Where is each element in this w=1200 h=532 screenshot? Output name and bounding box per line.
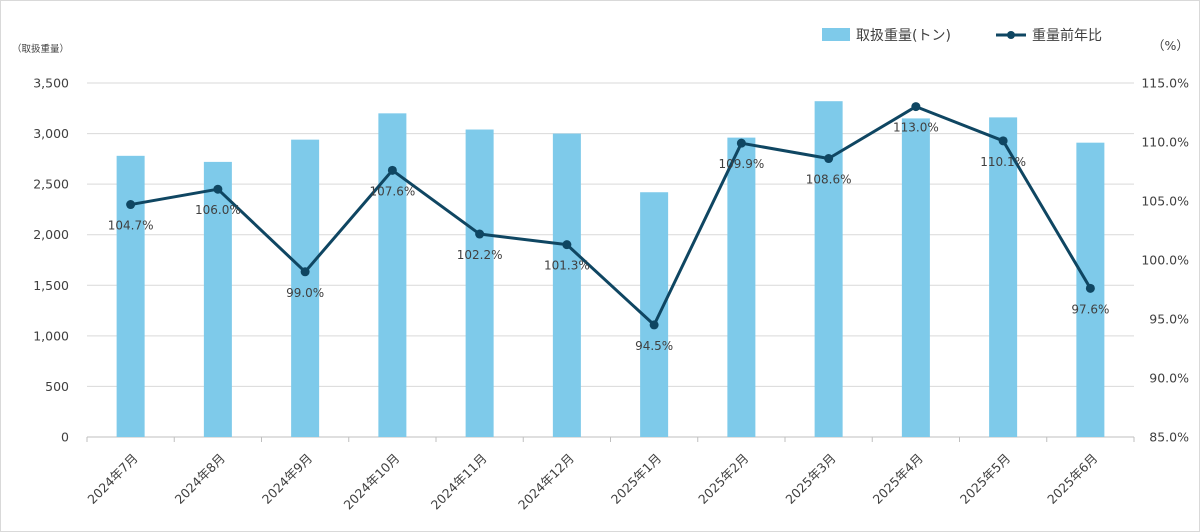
right-axis-unit: （%）: [1152, 38, 1189, 53]
line-marker: [911, 102, 921, 112]
x-tick-label: 2025年5月: [957, 451, 1013, 507]
line-marker: [126, 200, 136, 210]
line-marker: [475, 229, 485, 239]
left-tick-label: 3,500: [33, 76, 69, 91]
data-label: 104.7%: [108, 219, 154, 233]
bar: [203, 161, 232, 438]
x-tick-label: 2024年12月: [515, 451, 577, 513]
data-label: 107.6%: [369, 184, 415, 198]
left-tick-label: 2,500: [33, 177, 69, 192]
right-tick-label: 100.0%: [1141, 253, 1189, 268]
legend-bar-label: 取扱重量(トン): [856, 28, 951, 44]
x-tick-label: 2024年11月: [428, 451, 490, 513]
line-marker: [213, 184, 223, 194]
bar: [727, 137, 756, 438]
x-tick-label: 2025年6月: [1044, 451, 1100, 507]
left-tick-label: 1,000: [33, 328, 69, 343]
bar: [378, 113, 407, 437]
data-label: 113.0%: [893, 121, 939, 135]
legend-line-marker: [1007, 31, 1015, 39]
data-label: 99.0%: [286, 286, 324, 300]
left-tick-label: 0: [61, 430, 69, 445]
right-tick-label: 90.0%: [1149, 371, 1189, 386]
data-label: 102.2%: [457, 248, 503, 262]
data-label: 106.0%: [195, 203, 241, 217]
data-labels: 104.7% 106.0% 99.0% 107.6% 102.2% 101.3% 94.5%…: [108, 121, 1110, 353]
left-tick-label: 2,000: [33, 227, 69, 242]
bar: [901, 118, 930, 438]
bar: [552, 133, 581, 438]
left-axis: 0 500 1,000 1,500 2,000 2,500 3,000 3,500: [33, 76, 69, 445]
x-tick-label: 2025年1月: [608, 451, 664, 507]
line-marker: [649, 320, 659, 330]
line-marker: [300, 267, 310, 277]
right-tick-label: 95.0%: [1149, 312, 1189, 327]
legend: 取扱重量(トン) 重量前年比: [822, 27, 1102, 44]
line-series: [126, 102, 1095, 330]
line-marker: [387, 165, 397, 175]
left-tick-label: 1,500: [33, 278, 69, 293]
x-tick-label: 2024年9月: [259, 451, 315, 507]
legend-bar-swatch: [822, 28, 850, 41]
line-marker: [562, 240, 572, 250]
x-tick-label: 2025年3月: [782, 451, 838, 507]
right-tick-label: 105.0%: [1141, 194, 1189, 209]
data-label: 94.5%: [635, 339, 673, 353]
right-tick-label: 110.0%: [1141, 135, 1189, 150]
data-label: 109.9%: [718, 157, 764, 171]
bar: [291, 139, 320, 437]
gridlines: [86, 82, 1135, 442]
bar: [116, 155, 145, 437]
x-axis: 2024年7月 2024年8月 2024年9月 2024年10月 2024年11月 202…: [84, 451, 1100, 513]
line-marker: [824, 154, 834, 164]
line-marker: [998, 136, 1008, 146]
data-label: 108.6%: [806, 173, 852, 187]
legend-line-label: 重量前年比: [1032, 27, 1102, 44]
bar: [989, 117, 1018, 437]
line-marker: [1085, 283, 1095, 293]
x-tick-label: 2024年7月: [84, 451, 140, 507]
left-tick-label: 500: [45, 379, 69, 394]
x-tick-label: 2025年2月: [695, 451, 751, 507]
data-label: 101.3%: [544, 259, 590, 273]
left-axis-unit: （取扱重量）: [12, 43, 69, 55]
right-tick-label: 85.0%: [1149, 430, 1189, 445]
left-tick-label: 3,000: [33, 126, 69, 141]
x-tick-label: 2025年4月: [870, 451, 926, 507]
data-label: 97.6%: [1071, 302, 1109, 316]
right-axis: 85.0% 90.0% 95.0% 100.0% 105.0% 110.0% 115.0%: [1141, 76, 1189, 445]
series-line: [130, 105, 1092, 327]
bar: [465, 129, 494, 438]
data-label: 110.1%: [980, 155, 1026, 169]
line-marker: [736, 138, 746, 148]
right-tick-label: 115.0%: [1141, 76, 1189, 91]
x-tick-label: 2024年10月: [340, 451, 402, 513]
x-tick-label: 2024年8月: [172, 451, 228, 507]
